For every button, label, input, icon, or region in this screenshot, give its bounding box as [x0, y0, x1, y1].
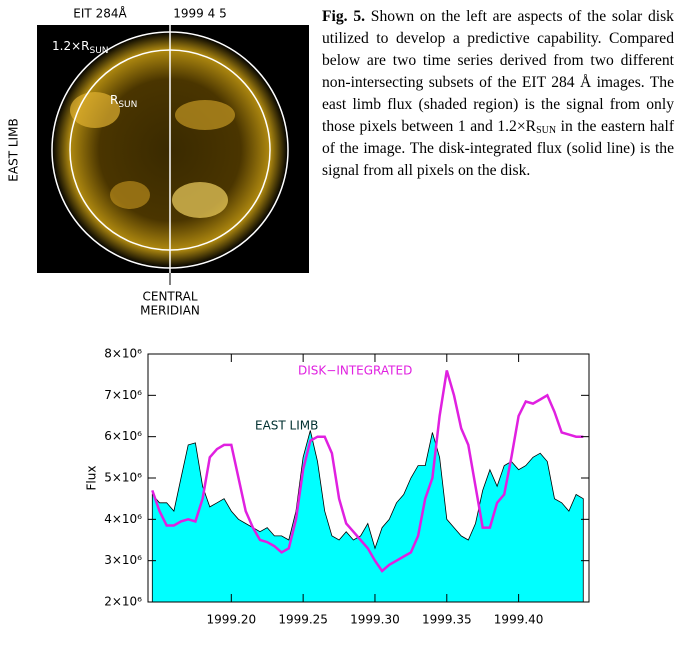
bright-region	[172, 182, 228, 218]
x-tick-label: 1999.40	[494, 613, 544, 627]
date-label: 1999 4 5	[173, 7, 226, 21]
x-tick-label: 1999.25	[278, 613, 328, 627]
bright-region	[175, 100, 235, 130]
y-tick-label: 4×10⁶	[104, 512, 142, 526]
line	[152, 371, 583, 572]
y-axis-label: Flux	[85, 466, 99, 491]
side-label: EAST LIMB	[7, 118, 21, 181]
inner-label-main: R	[110, 93, 118, 107]
caption-label: Fig. 5.	[322, 8, 365, 25]
y-tick-label: 5×10⁶	[104, 471, 142, 485]
y-tick-label: 2×10⁶	[104, 595, 142, 609]
plot-frame	[148, 354, 589, 602]
x-tick-label: 1999.35	[422, 613, 472, 627]
caption: Fig. 5. Shown on the left are aspects of…	[322, 6, 674, 182]
page: EIT 284Å 1999 4 5 1.2×RSUN RSUN EAST LIM…	[0, 0, 689, 656]
y-tick-label: 8×10⁶	[104, 347, 142, 361]
x-tick-label: 1999.30	[350, 613, 400, 627]
caption-text: Shown on the left are aspects of the sol…	[322, 8, 674, 135]
outer-label-sub: SUN	[89, 46, 108, 56]
y-tick-label: 7×10⁶	[104, 388, 142, 402]
area	[152, 431, 583, 603]
y-tick-label: 3×10⁶	[104, 553, 142, 567]
outer-label-main: 1.2×R	[52, 39, 89, 53]
y-tick-label: 6×10⁶	[104, 429, 142, 443]
bottom-label: CENTRAL	[142, 290, 197, 304]
inner-label-sub: SUN	[118, 100, 137, 110]
annotation: DISK−INTEGRATED	[298, 364, 412, 378]
caption-text: SUN	[536, 125, 556, 136]
x-tick-label: 1999.20	[207, 613, 257, 627]
annotation: EAST LIMB	[255, 419, 318, 433]
instrument-label: EIT 284Å	[73, 6, 127, 21]
bright-region	[110, 181, 150, 209]
solar-figure: EIT 284Å 1999 4 5 1.2×RSUN RSUN EAST LIM…	[0, 0, 320, 340]
bottom-label: MERIDIAN	[140, 304, 200, 318]
